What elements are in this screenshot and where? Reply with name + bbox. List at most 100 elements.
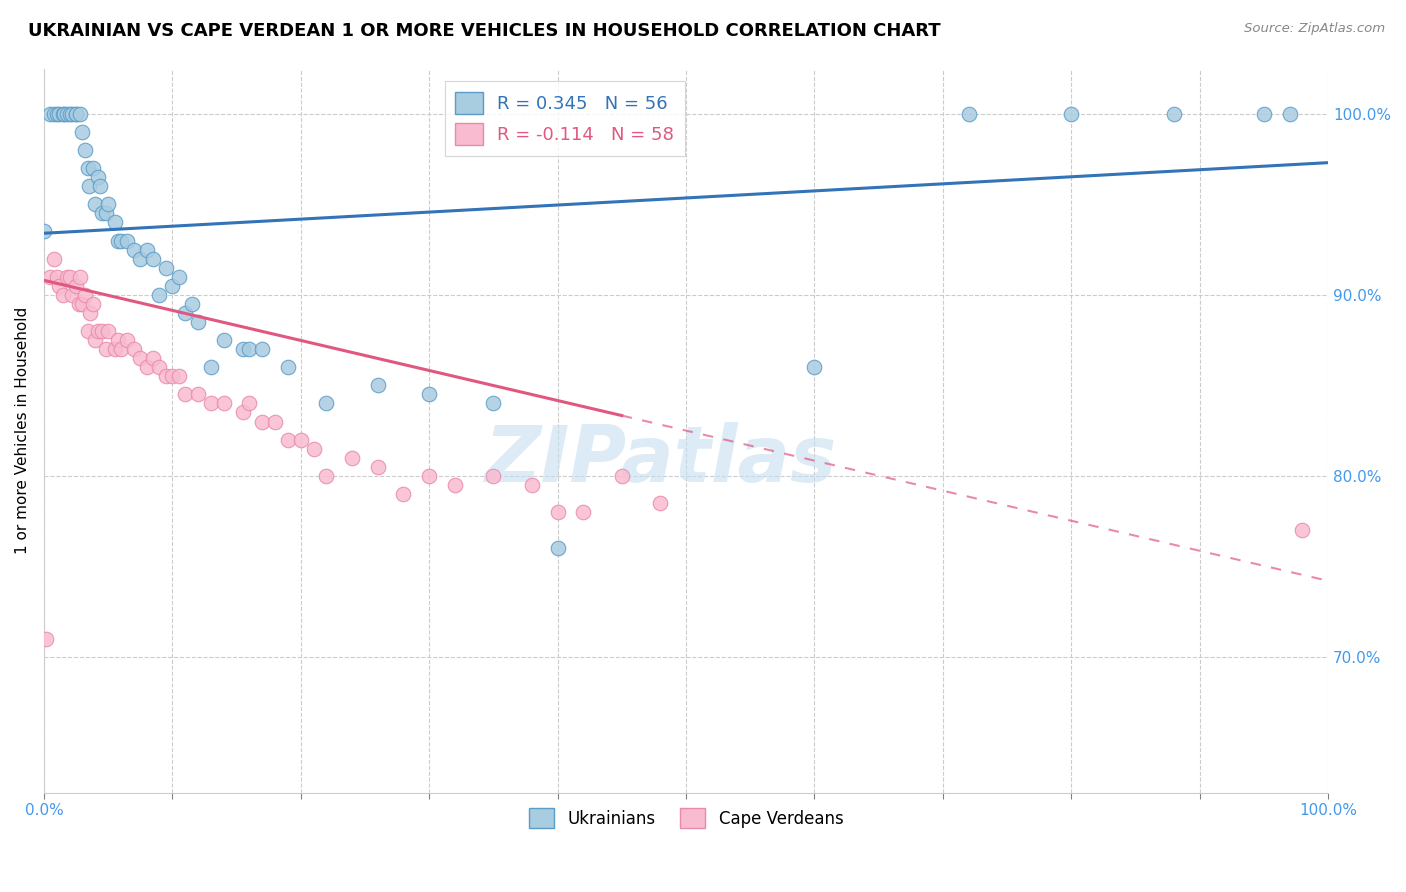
Point [418, 468, 440, 483]
Point [148, 288, 170, 302]
Point [264, 415, 287, 429]
Point [277, 360, 299, 375]
Point [73, 143, 96, 157]
Point [232, 405, 254, 419]
Point [340, 450, 363, 465]
Point [200, 396, 222, 410]
Point [290, 433, 312, 447]
Point [180, 297, 202, 311]
Point [76, 161, 98, 175]
Point [72, 297, 94, 311]
Legend: Ukrainians, Cape Verdeans: Ukrainians, Cape Verdeans [522, 801, 851, 835]
Point [65, 107, 87, 121]
Point [187, 315, 209, 329]
Point [174, 306, 197, 320]
Point [315, 396, 337, 410]
Point [107, 333, 129, 347]
Point [117, 333, 139, 347]
Point [103, 342, 125, 356]
Point [1278, 107, 1301, 121]
Point [277, 433, 299, 447]
Point [957, 107, 980, 121]
Point [200, 360, 222, 375]
Point [212, 396, 235, 410]
Point [60, 107, 83, 121]
Point [90, 324, 112, 338]
Point [52, 288, 75, 302]
Point [56, 107, 79, 121]
Point [315, 468, 337, 483]
Point [52, 107, 75, 121]
Point [90, 206, 112, 220]
Point [167, 269, 190, 284]
Point [45, 107, 67, 121]
Point [73, 288, 96, 302]
Point [174, 387, 197, 401]
Point [35, 632, 58, 646]
Text: ZIPatlas: ZIPatlas [484, 422, 837, 498]
Point [135, 360, 157, 375]
Point [212, 333, 235, 347]
Point [79, 306, 101, 320]
Point [547, 505, 569, 519]
Point [44, 107, 66, 121]
Point [142, 252, 165, 266]
Point [58, 107, 80, 121]
Point [89, 179, 111, 194]
Point [82, 297, 104, 311]
Point [94, 342, 117, 356]
Point [482, 396, 505, 410]
Point [48, 278, 70, 293]
Point [65, 107, 87, 121]
Point [803, 360, 825, 375]
Point [53, 107, 76, 121]
Point [572, 505, 595, 519]
Point [58, 269, 80, 284]
Point [1291, 523, 1313, 537]
Point [162, 369, 184, 384]
Point [94, 206, 117, 220]
Point [232, 342, 254, 356]
Point [97, 197, 120, 211]
Point [110, 342, 132, 356]
Point [1253, 107, 1275, 121]
Point [610, 468, 633, 483]
Point [97, 324, 120, 338]
Point [82, 161, 104, 175]
Point [367, 459, 389, 474]
Point [129, 351, 152, 366]
Point [238, 396, 260, 410]
Point [155, 260, 177, 275]
Point [56, 269, 79, 284]
Point [45, 269, 67, 284]
Point [107, 234, 129, 248]
Point [367, 378, 389, 392]
Point [1163, 107, 1185, 121]
Point [418, 387, 440, 401]
Text: Source: ZipAtlas.com: Source: ZipAtlas.com [1244, 22, 1385, 36]
Point [87, 170, 110, 185]
Point [155, 369, 177, 384]
Point [250, 342, 273, 356]
Point [84, 333, 107, 347]
Text: UKRAINIAN VS CAPE VERDEAN 1 OR MORE VEHICLES IN HOUSEHOLD CORRELATION CHART: UKRAINIAN VS CAPE VERDEAN 1 OR MORE VEHI… [28, 22, 941, 40]
Point [67, 297, 90, 311]
Point [122, 342, 145, 356]
Point [547, 541, 569, 556]
Point [84, 197, 107, 211]
Point [87, 324, 110, 338]
Point [44, 252, 66, 266]
Point [69, 107, 91, 121]
Point [65, 278, 87, 293]
Point [39, 107, 62, 121]
Point [72, 125, 94, 139]
Point [69, 269, 91, 284]
Point [60, 288, 83, 302]
Point [77, 179, 100, 194]
Point [148, 360, 170, 375]
Point [110, 234, 132, 248]
Point [167, 369, 190, 384]
Point [650, 496, 672, 510]
Point [76, 324, 98, 338]
Point [135, 243, 157, 257]
